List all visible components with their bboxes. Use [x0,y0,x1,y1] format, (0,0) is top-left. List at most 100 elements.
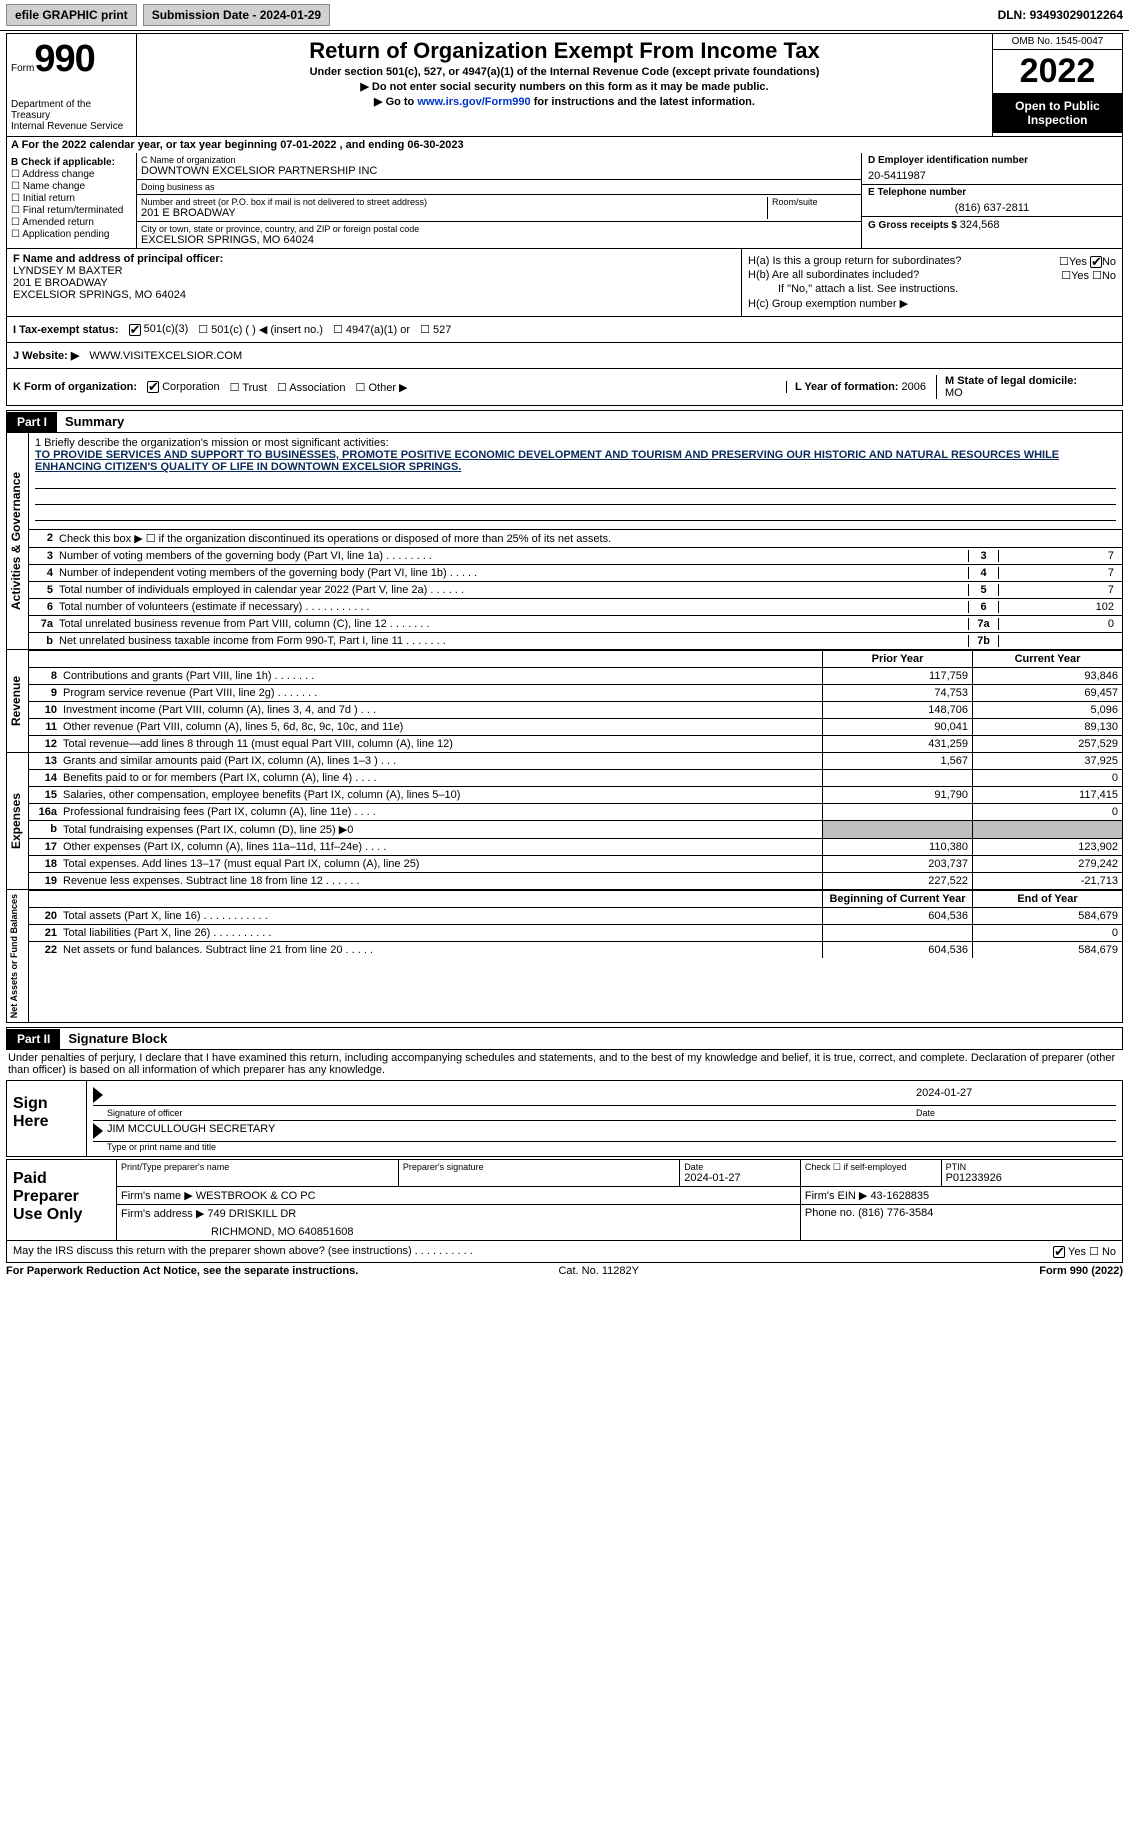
dom-label: M State of legal domicile: [945,375,1077,387]
opt-corp: Corporation [162,381,219,393]
hb-label: H(b) Are all subordinates included? [748,269,919,281]
irs-link[interactable]: www.irs.gov/Form990 [417,96,530,108]
mission-block: 1 Briefly describe the organization's mi… [29,433,1122,530]
box-d: D Employer identification number 20-5411… [862,153,1122,248]
firm-name: WESTBROOK & CO PC [196,1190,316,1202]
row-i: I Tax-exempt status: 501(c)(3) ☐ 501(c) … [6,317,1123,343]
chk-501c3[interactable] [129,324,141,336]
opt-other: Other ▶ [368,382,407,394]
sig-officer-label: Signature of officer [107,1108,916,1118]
form-ref: Form 990 (2022) [1039,1265,1123,1277]
chk-pending[interactable]: ☐ Application pending [11,229,132,240]
dba-label: Doing business as [141,182,857,192]
opt-assoc: Association [289,382,345,394]
chk-name[interactable]: ☐ Name change [11,181,132,192]
gov-line: 2Check this box ▶ ☐ if the organization … [29,530,1122,548]
section-fh: F Name and address of principal officer:… [6,249,1123,317]
beginning-year-header: Beginning of Current Year [822,891,972,907]
gov-line: 6Total number of volunteers (estimate if… [29,599,1122,616]
row-a: A For the 2022 calendar year, or tax yea… [6,137,1123,153]
part1-bar: Part I Summary [6,410,1123,433]
form-word: Form [11,63,34,74]
dln-value: 93493029012264 [1030,8,1123,22]
gov-line: 7aTotal unrelated business revenue from … [29,616,1122,633]
submission-date-button[interactable]: Submission Date - 2024-01-29 [143,4,330,26]
city-label: City or town, state or province, country… [141,224,857,234]
org-name: DOWNTOWN EXCELSIOR PARTNERSHIP INC [141,165,857,177]
vtab-net: Net Assets or Fund Balances [7,890,29,1022]
sign-block: Sign Here 2024-01-27 Signature of office… [6,1080,1123,1157]
dln: DLN: 93493029012264 [998,8,1123,22]
sign-right: 2024-01-27 Signature of officer Date JIM… [87,1081,1122,1156]
ha-no-check[interactable] [1090,256,1102,268]
form-number: 990 [34,38,94,80]
signature-declaration: Under penalties of perjury, I declare th… [8,1052,1121,1076]
hb-note: If "No," attach a list. See instructions… [748,283,1116,295]
chk-address[interactable]: ☐ Address change [11,169,132,180]
net-lines: 20Total assets (Part X, line 16) . . . .… [29,908,1122,958]
chk-initial[interactable]: ☐ Initial return [11,193,132,204]
print-name-label: Type or print name and title [107,1142,1116,1152]
preparer-block: Paid Preparer Use Only Print/Type prepar… [6,1159,1123,1241]
form-header: Form990 Department of the Treasury Inter… [6,33,1123,137]
k-label: K Form of organization: [13,381,137,393]
expenses-block: Expenses 13Grants and similar amounts pa… [6,753,1123,890]
part2-tag: Part II [7,1029,60,1049]
ha-label: H(a) Is this a group return for subordin… [748,255,961,267]
governance-lines: 2Check this box ▶ ☐ if the organization … [29,530,1122,649]
dom: MO [945,387,963,399]
table-row: 18Total expenses. Add lines 13–17 (must … [29,856,1122,873]
table-row: 10Investment income (Part VIII, column (… [29,702,1122,719]
efile-button[interactable]: efile GRAPHIC print [6,4,137,26]
form-title: Return of Organization Exempt From Incom… [145,38,984,64]
firm-addr1: 749 DRISKILL DR [207,1208,296,1220]
preparer-table: Print/Type preparer's name Preparer's si… [117,1160,1122,1240]
ein-label: D Employer identification number [868,155,1116,166]
chk-corp[interactable] [147,381,159,393]
officer-addr1: 201 E BROADWAY [13,277,735,289]
chk-final[interactable]: ☐ Final return/terminated [11,205,132,216]
ptin-label: PTIN [946,1162,1118,1172]
prep-name-label: Print/Type preparer's name [121,1162,394,1172]
summary-governance: Activities & Governance 1 Briefly descri… [6,433,1123,650]
gross-label: G Gross receipts $ [868,220,960,231]
addr-label: Number and street (or P.O. box if mail i… [141,197,767,207]
gov-line: 4Number of independent voting members of… [29,565,1122,582]
header-left: Form990 Department of the Treasury Inter… [7,34,137,136]
tel-label: E Telephone number [868,187,1116,198]
part2-bar: Part II Signature Block [6,1027,1123,1050]
vtab-governance: Activities & Governance [7,433,29,649]
expense-lines: 13Grants and similar amounts paid (Part … [29,753,1122,889]
table-row: 22Net assets or fund balances. Subtract … [29,942,1122,958]
firm-ein: 43-1628835 [870,1190,929,1202]
net-block: Net Assets or Fund Balances Beginning of… [6,890,1123,1023]
officer-name: LYNDSEY M BAXTER [13,265,735,277]
opt-4947: 4947(a)(1) or [346,324,410,336]
may-yes-check[interactable] [1053,1246,1065,1258]
part2-title: Signature Block [60,1028,175,1049]
may-yes: Yes [1068,1246,1086,1258]
table-row: 15Salaries, other compensation, employee… [29,787,1122,804]
box-f: F Name and address of principal officer:… [7,249,742,316]
mission-text: TO PROVIDE SERVICES AND SUPPORT TO BUSIN… [35,449,1116,473]
yof: 2006 [902,381,926,393]
submission-date: 2024-01-29 [260,8,321,22]
gov-line: bNet unrelated business taxable income f… [29,633,1122,649]
current-year-header: Current Year [972,651,1122,667]
chk-amended[interactable]: ☐ Amended return [11,217,132,228]
ein: 20-5411987 [868,170,1116,182]
pycy-header: Prior Year Current Year [29,650,1122,668]
paperwork-notice: For Paperwork Reduction Act Notice, see … [6,1265,358,1277]
arrow-icon [93,1087,103,1103]
tel: (816) 637-2811 [868,202,1116,214]
subtitle-1: Under section 501(c), 527, or 4947(a)(1)… [145,66,984,78]
city: EXCELSIOR SPRINGS, MO 64024 [141,234,857,246]
hb-no: No [1102,270,1116,282]
table-row: 16aProfessional fundraising fees (Part I… [29,804,1122,821]
mission-label: 1 Briefly describe the organization's mi… [35,437,1116,449]
self-employed-check[interactable]: Check ☐ if self-employed [800,1160,941,1187]
bycy-header: Beginning of Current Year End of Year [29,890,1122,908]
revenue-lines: 8Contributions and grants (Part VIII, li… [29,668,1122,752]
gov-line: 5Total number of individuals employed in… [29,582,1122,599]
sub3-post: for instructions and the latest informat… [531,96,755,108]
